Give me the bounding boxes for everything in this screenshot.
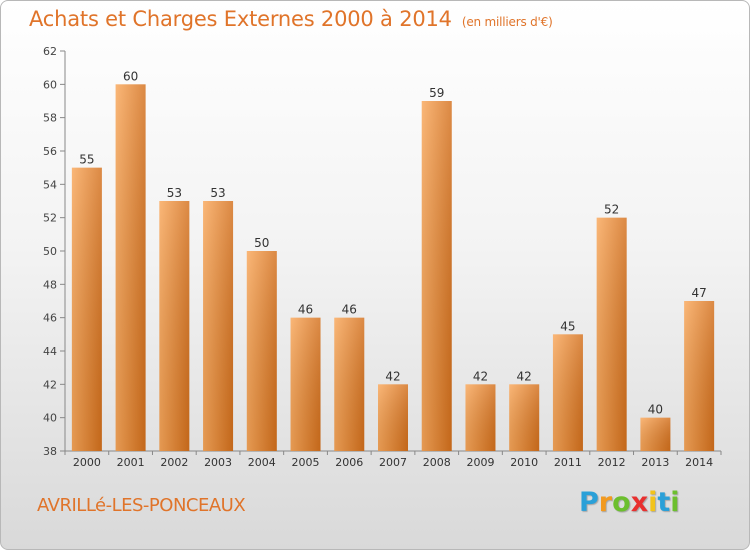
- bar-shade-2000: [71, 167, 102, 451]
- bar-shade-2014: [684, 301, 715, 451]
- bars-group: [71, 84, 715, 451]
- logo-letter: i: [670, 487, 680, 518]
- data-label-2010: 42: [517, 369, 532, 383]
- logo-letter: P: [579, 487, 599, 518]
- logo-letter: o: [612, 487, 631, 518]
- y-tick-label: 62: [43, 45, 57, 58]
- x-tick-label: 2009: [466, 456, 494, 469]
- bar-shade-2002: [159, 201, 190, 451]
- logo-letter: x: [630, 487, 649, 518]
- y-tick-label: 40: [43, 412, 57, 425]
- y-tick-label: 50: [43, 245, 57, 258]
- bar-shade-2006: [334, 317, 365, 451]
- x-tick-label: 2004: [248, 456, 276, 469]
- x-tick-label: 2002: [160, 456, 188, 469]
- data-label-2000: 55: [79, 153, 94, 167]
- bar-shade-2003: [203, 201, 234, 451]
- x-tick-label: 2003: [204, 456, 232, 469]
- data-label-2009: 42: [473, 369, 488, 383]
- data-label-2003: 53: [210, 186, 225, 200]
- logo-letter: r: [598, 487, 613, 518]
- bar-shade-2012: [596, 217, 627, 451]
- chart-subtitle: (en milliers d'€): [461, 15, 553, 29]
- y-tick-label: 56: [43, 145, 57, 158]
- data-label-2013: 40: [648, 403, 663, 417]
- commune-name: AVRILLé-LES-PONCEAUX: [37, 495, 246, 516]
- x-tick-label: 2011: [554, 456, 582, 469]
- data-label-2002: 53: [167, 186, 182, 200]
- data-label-2008: 59: [429, 86, 444, 100]
- data-label-2006: 46: [342, 303, 357, 317]
- y-tick-label: 46: [43, 312, 57, 325]
- data-label-2001: 60: [123, 69, 138, 83]
- x-tick-label: 2010: [510, 456, 538, 469]
- bar-shade-2005: [290, 317, 321, 451]
- bar-shade-2011: [552, 334, 583, 451]
- data-label-2012: 52: [604, 203, 619, 217]
- y-tick-label: 52: [43, 212, 57, 225]
- bar-shade-2010: [509, 384, 540, 451]
- bar-shade-2013: [640, 417, 671, 451]
- x-tick-label: 2005: [292, 456, 320, 469]
- bar-shade-2001: [115, 84, 146, 451]
- x-tick-label: 2001: [117, 456, 145, 469]
- data-label-2005: 46: [298, 303, 313, 317]
- data-label-2007: 42: [385, 369, 400, 383]
- chart-title: Achats et Charges Externes 2000 à 2014 (e…: [29, 7, 553, 31]
- logo-letter: t: [657, 487, 671, 518]
- data-label-2014: 47: [691, 286, 706, 300]
- data-label-2004: 50: [254, 236, 269, 250]
- x-tick-label: 2007: [379, 456, 407, 469]
- x-tick-label: 2008: [423, 456, 451, 469]
- chart-title-text: Achats et Charges Externes 2000 à 2014: [29, 7, 452, 31]
- y-tick-label: 42: [43, 378, 57, 391]
- data-label-2011: 45: [560, 319, 575, 333]
- bar-shade-2009: [465, 384, 496, 451]
- proxiti-logo: Proxiti: [579, 487, 680, 518]
- logo-letter: i: [648, 487, 658, 518]
- x-tick-label: 2014: [685, 456, 713, 469]
- y-tick-label: 58: [43, 112, 57, 125]
- y-tick-label: 38: [43, 445, 57, 458]
- x-tick-label: 2006: [335, 456, 363, 469]
- y-tick-label: 44: [43, 345, 57, 358]
- axes-group: 38 40 42 44 46 48 50 52 54 56 58 60 62 2000 2001 2002 20…: [43, 45, 722, 469]
- x-tick-label: 2012: [598, 456, 626, 469]
- bar-shade-2007: [378, 384, 408, 451]
- labels-group: 55 60 53 53 50 46 46 42 59 42 42 45 52 40 47: [79, 69, 707, 416]
- bar-shade-2004: [246, 251, 277, 451]
- x-tick-label: 2013: [641, 456, 669, 469]
- y-tick-label: 54: [43, 178, 57, 191]
- bar-shade-2008: [421, 101, 452, 451]
- y-tick-label: 48: [43, 278, 57, 291]
- y-tick-label: 60: [43, 78, 57, 91]
- x-tick-label: 2000: [73, 456, 101, 469]
